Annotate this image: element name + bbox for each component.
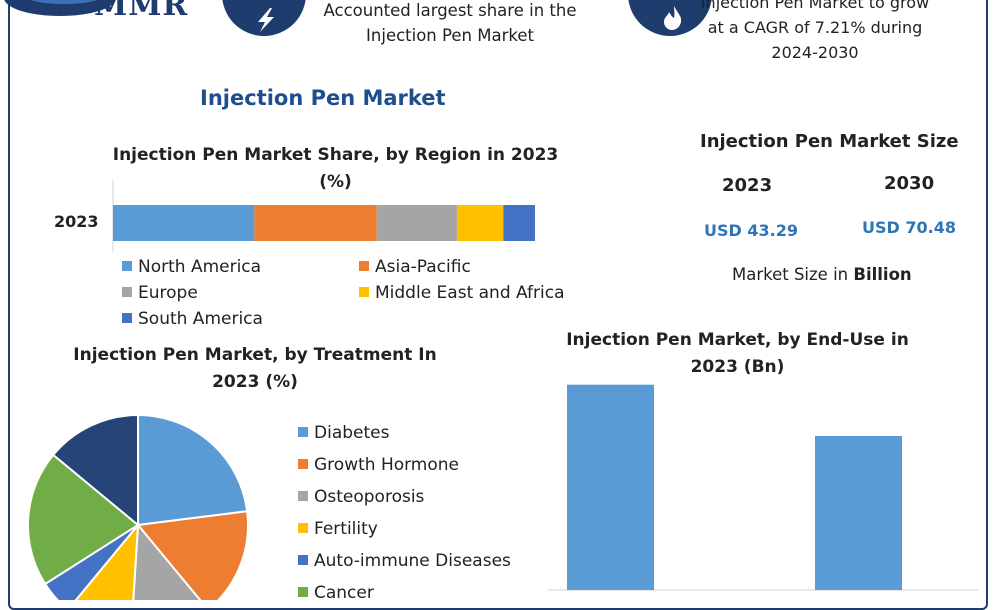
legend-label: South America (138, 309, 263, 329)
legend-north-america: North America (122, 257, 261, 277)
stat-left-line-2: Injection Pen Market (366, 26, 534, 45)
legend-cancer: Cancer (298, 583, 374, 603)
treatment-chart-title-text: Injection Pen Market, by Treatment In 20… (73, 345, 437, 392)
legend-swatch (359, 261, 369, 271)
stat-left: Accounted largest share in the Injection… (300, 0, 600, 48)
legend-osteoporosis: Osteoporosis (298, 487, 424, 507)
market-size-note: Market Size in Billion (732, 265, 912, 284)
market-size-note-unit: Billion (853, 265, 912, 284)
region-chart-title: Injection Pen Market Share, by Region in… (108, 142, 563, 196)
market-size-year-2030: 2030 (884, 173, 935, 194)
stat-right-line-2: at a CAGR of 7.21% during (707, 18, 923, 37)
legend-auto-immune: Auto-immune Diseases (298, 551, 511, 571)
legend-swatch (122, 261, 132, 271)
legend-swatch (298, 459, 308, 469)
stat-right: Injection Pen Market to grow at a CAGR o… (700, 0, 930, 65)
market-size-year-2023: 2023 (722, 175, 773, 196)
enduse-chart-title: Injection Pen Market, by End-Use in 2023… (560, 327, 915, 381)
pie-slice (27, 453, 140, 586)
legend-label: Fertility (314, 519, 378, 539)
treatment-chart-title: Injection Pen Market, by Treatment In 20… (60, 342, 450, 396)
stat-left-line-1: Accounted largest share in the (323, 1, 577, 20)
pie-slice (132, 522, 202, 600)
region-chart-title-text: Injection Pen Market Share, by Region in… (112, 145, 559, 192)
legend-label: Osteoporosis (314, 487, 425, 507)
legend-south-america: South America (122, 309, 263, 329)
legend-swatch (298, 555, 308, 565)
pie-slice (51, 413, 139, 528)
legend-swatch (122, 313, 132, 323)
legend-swatch (122, 287, 132, 297)
legend-diabetes: Diabetes (298, 423, 389, 443)
page-title: Injection Pen Market (200, 86, 446, 110)
stat-right-line-1: Injection Pen Market to grow (700, 0, 930, 12)
region-bar-segment (503, 205, 535, 241)
logo: MMR (0, 0, 200, 23)
legend-asia-pacific: Asia-Pacific (359, 257, 471, 277)
market-size-title: Injection Pen Market Size (700, 131, 959, 152)
lightning-icon (222, 0, 306, 36)
stat-right-line-3: 2024-2030 (771, 43, 859, 62)
legend-label: North America (138, 257, 262, 277)
enduse-chart-title-text: Injection Pen Market, by End-Use in 2023… (566, 330, 909, 377)
region-category-label: 2023 (54, 212, 99, 231)
region-bar-segment (376, 205, 457, 241)
enduse-bar (815, 436, 902, 590)
market-size-value-2023: USD 43.29 (704, 221, 798, 240)
pie-slice (137, 413, 249, 527)
legend-label: Cancer (314, 583, 374, 603)
legend-label: Auto-immune Diseases (314, 551, 511, 571)
legend-mea: Middle East and Africa (359, 283, 565, 303)
enduse-bar (567, 384, 654, 590)
market-size-value-2030: USD 70.48 (862, 218, 956, 237)
legend-label: Asia-Pacific (375, 257, 471, 277)
logo-text: MMR (94, 0, 189, 23)
region-bar-segment (254, 205, 377, 241)
region-bar-segment (456, 205, 504, 241)
legend-fertility: Fertility (298, 519, 378, 539)
region-bar-segment (113, 205, 255, 241)
legend-swatch (298, 587, 308, 597)
pie-slice (74, 521, 140, 600)
legend-europe: Europe (122, 283, 198, 303)
legend-swatch (298, 523, 308, 533)
legend-label: Middle East and Africa (375, 283, 565, 303)
market-size-note-prefix: Market Size in (732, 265, 854, 284)
pie-slice (136, 510, 249, 600)
flame-icon (628, 0, 712, 36)
legend-label: Growth Hormone (314, 455, 460, 475)
logo-globe-icon (4, 0, 116, 16)
legend-swatch (298, 491, 308, 501)
legend-swatch (359, 287, 369, 297)
legend-growth-hormone: Growth Hormone (298, 455, 459, 475)
legend-swatch (298, 427, 308, 437)
legend-label: Diabetes (314, 423, 390, 443)
legend-label: Europe (138, 283, 198, 303)
